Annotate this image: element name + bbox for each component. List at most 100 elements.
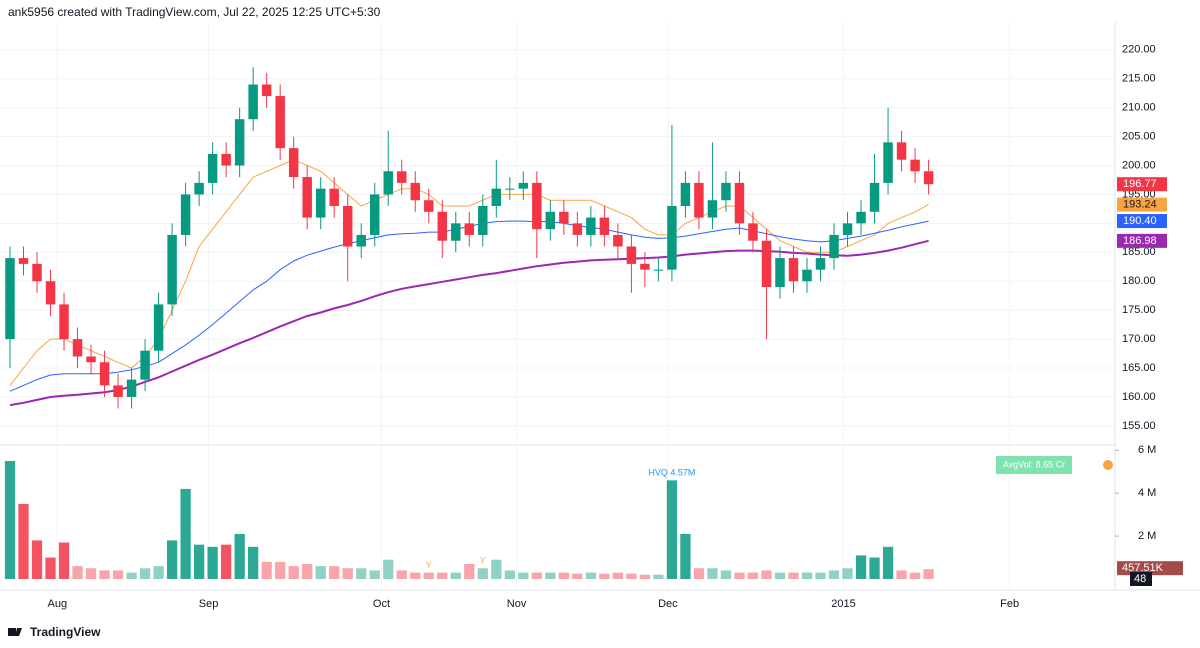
volume-bar bbox=[788, 572, 799, 579]
volume-bar bbox=[261, 561, 272, 579]
y-tick-label: 175.00 bbox=[1122, 304, 1156, 316]
y-tick-label: 165.00 bbox=[1122, 362, 1156, 374]
candle-body bbox=[234, 119, 245, 166]
candle-body bbox=[99, 362, 110, 386]
volume-bar bbox=[315, 566, 326, 579]
candle-body bbox=[518, 182, 529, 189]
volume-bar bbox=[761, 570, 772, 579]
candle-body bbox=[856, 211, 866, 224]
volume-bar bbox=[855, 555, 867, 579]
ma-last-label: 193.24 bbox=[1123, 199, 1157, 211]
y-tick-label: 200.00 bbox=[1122, 159, 1156, 171]
close-last-label-bg bbox=[1117, 177, 1167, 192]
candle-body bbox=[545, 211, 556, 230]
volume-bar bbox=[815, 572, 826, 579]
volume-last-bg bbox=[1117, 561, 1183, 576]
candle-body bbox=[356, 234, 366, 247]
volume-bar bbox=[126, 572, 137, 579]
volume-bar bbox=[275, 561, 286, 579]
candle-body bbox=[86, 356, 96, 363]
candle-body bbox=[5, 258, 15, 340]
candle-body bbox=[815, 258, 826, 270]
candle-body bbox=[180, 194, 191, 235]
volume-bar bbox=[747, 572, 759, 579]
candle-body bbox=[694, 182, 704, 218]
candle-body bbox=[802, 269, 812, 282]
close-last-label: 196.77 bbox=[1123, 178, 1157, 190]
x-tick-label: Oct bbox=[373, 598, 390, 610]
volume-tick-label: 2 M bbox=[1138, 530, 1156, 542]
volume-bar bbox=[842, 568, 853, 579]
volume-bar bbox=[234, 533, 245, 579]
volume-bar bbox=[139, 568, 151, 579]
volume-bar bbox=[491, 559, 502, 579]
ma-last-label: 190.40 bbox=[1123, 215, 1157, 227]
volume-bar bbox=[112, 570, 124, 579]
volume-bar bbox=[423, 572, 434, 579]
candle-body bbox=[680, 182, 691, 207]
volume-bar bbox=[504, 570, 515, 579]
y-tick-label: 155.00 bbox=[1122, 420, 1156, 432]
volume-bar bbox=[653, 574, 664, 579]
candle-body bbox=[275, 96, 285, 149]
volume-tick-label: 4 M bbox=[1138, 487, 1156, 499]
ma-last-label: 186.98 bbox=[1123, 235, 1157, 247]
brand: TradingView bbox=[30, 625, 101, 639]
volume-bar bbox=[680, 533, 691, 579]
y-tick-label: 215.00 bbox=[1122, 73, 1156, 85]
x-tick-label: 2015 bbox=[831, 598, 855, 610]
y-tick-label: 195.00 bbox=[1122, 188, 1156, 200]
volume-bar bbox=[4, 461, 16, 579]
candle-body bbox=[748, 223, 758, 241]
ma-last-label-bg bbox=[1117, 233, 1167, 248]
y-tick-label: 185.00 bbox=[1122, 246, 1156, 258]
volume-bar bbox=[626, 573, 637, 579]
candle-body bbox=[194, 182, 204, 195]
candle-body bbox=[370, 194, 380, 235]
candle-body bbox=[126, 379, 137, 397]
avg-vol-bg bbox=[996, 456, 1072, 474]
candle-body bbox=[451, 223, 461, 241]
volume-bar bbox=[450, 572, 461, 579]
x-tick-label: Dec bbox=[658, 598, 678, 610]
candle-body bbox=[397, 171, 407, 183]
y-tick-label: 170.00 bbox=[1122, 333, 1156, 345]
volume-bar bbox=[774, 572, 786, 579]
volume-bar bbox=[396, 570, 407, 579]
candle-body bbox=[653, 269, 664, 271]
volume-bar bbox=[585, 572, 596, 579]
candle-body bbox=[288, 148, 299, 178]
candle-body bbox=[896, 142, 907, 160]
y-tick-label: 160.00 bbox=[1122, 391, 1156, 403]
candle-body bbox=[505, 188, 515, 190]
candle-body bbox=[167, 234, 177, 305]
ma-last-label-bg bbox=[1117, 214, 1167, 229]
volume-bar bbox=[477, 568, 488, 579]
y-tick-label: 220.00 bbox=[1122, 44, 1156, 56]
volume-bar bbox=[882, 546, 894, 579]
candle-body bbox=[18, 258, 29, 264]
volume-bar bbox=[531, 572, 542, 579]
candle-body bbox=[315, 188, 326, 218]
candle-body bbox=[261, 84, 272, 97]
candle-body bbox=[342, 206, 353, 247]
candle-body bbox=[599, 217, 610, 235]
moving-average bbox=[9, 239, 929, 407]
candle-body bbox=[464, 223, 475, 235]
candle-body bbox=[721, 182, 731, 201]
candle-body bbox=[775, 258, 785, 288]
candle-body bbox=[302, 177, 312, 218]
volume-bar bbox=[572, 573, 583, 579]
candle-body bbox=[478, 206, 488, 235]
candle-body bbox=[248, 84, 258, 120]
volume-bar bbox=[342, 568, 353, 579]
candle-body bbox=[383, 171, 393, 195]
candle-body bbox=[532, 182, 542, 230]
x-tick-label: Sep bbox=[199, 598, 219, 610]
volume-bar bbox=[221, 544, 232, 579]
candle-body bbox=[869, 182, 880, 212]
candle-body bbox=[842, 223, 853, 235]
volume-bar bbox=[166, 540, 178, 579]
volume-bar bbox=[612, 572, 624, 579]
